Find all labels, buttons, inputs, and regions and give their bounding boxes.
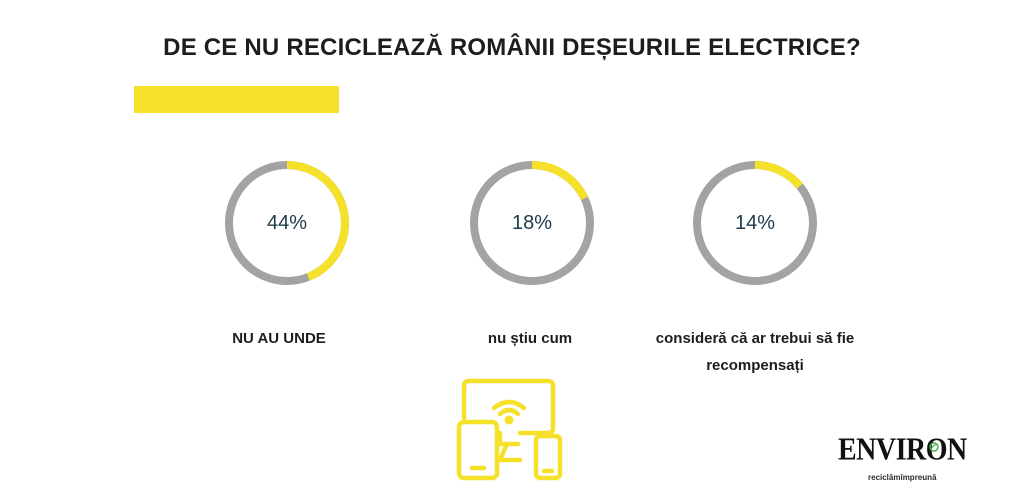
- donut-arc: [225, 161, 349, 285]
- donut-percent: 18%: [511, 211, 553, 234]
- donut-chart-3: 14%: [690, 158, 820, 288]
- devices-wifi-icon: [456, 378, 563, 481]
- label-recompensati: consideră că ar trebui să fie recompensa…: [655, 330, 855, 374]
- donut-chart-2: 18%: [467, 158, 597, 288]
- label-nu-stiu-cum: nu știu cum: [487, 330, 573, 347]
- page-title: DE CE NU RECICLEAZĂ ROMÂNII DEȘEURILE EL…: [163, 34, 861, 61]
- logo-wordmark: ENVIRON: [838, 432, 967, 468]
- donut-percent: 14%: [734, 211, 776, 234]
- donut-chart-1: 44%: [222, 158, 352, 288]
- leaf-icon: [929, 442, 939, 452]
- donut-arc: [693, 161, 817, 285]
- accent-bar: [134, 86, 339, 113]
- environ-logo: ENVIRON reciclămîmpreună: [838, 432, 967, 490]
- label-nu-au-unde: NU AU UNDE: [232, 330, 326, 347]
- donut-arc: [470, 161, 594, 285]
- logo-tagline: reciclămîmpreună: [868, 473, 937, 482]
- donut-percent: 44%: [266, 211, 308, 234]
